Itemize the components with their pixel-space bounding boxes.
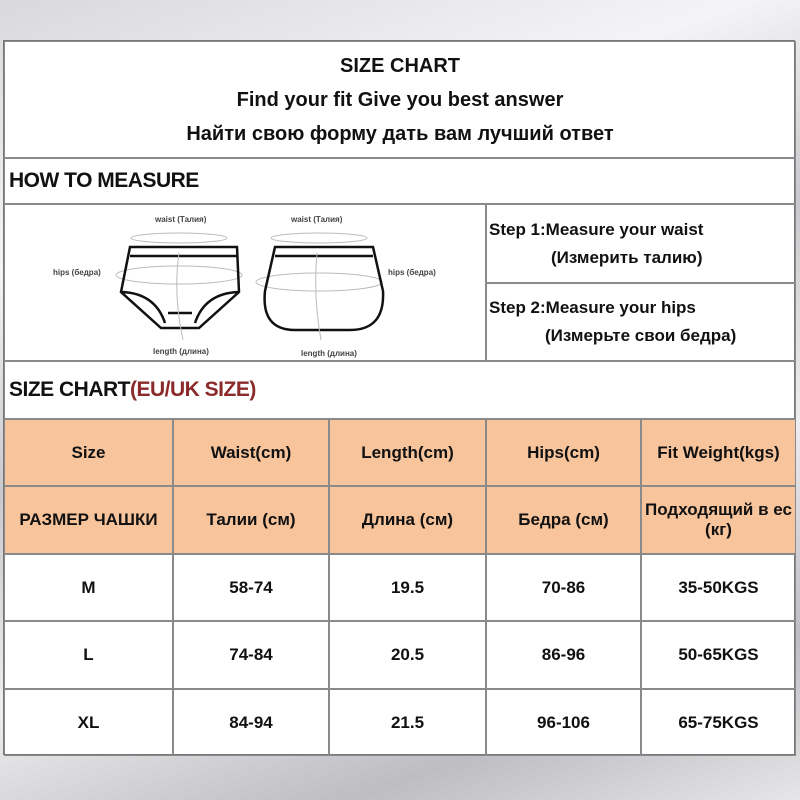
size-chart-heading: SIZE CHART (EU/UK SIZE) bbox=[4, 361, 796, 419]
subtitle-en: Find your fit Give you best answer bbox=[236, 88, 564, 111]
column-header-ru: Длина (см) bbox=[329, 486, 486, 554]
back-briefs-drawing bbox=[255, 232, 385, 341]
length-label-front: length (длина) bbox=[153, 347, 209, 356]
hips-label-back: hips (бедра) bbox=[388, 268, 436, 277]
step-2-ru: (Измерьте свои бедра) bbox=[545, 326, 737, 345]
front-briefs-drawing bbox=[115, 232, 243, 341]
table-cell: 35-50KGS bbox=[641, 554, 796, 621]
size-chart-sheet: SIZE CHART Find your fit Give you best a… bbox=[3, 40, 796, 756]
size-chart-heading-accent: (EU/UK SIZE) bbox=[130, 378, 256, 401]
column-header: Fit Weight(kgs) bbox=[641, 419, 796, 486]
column-header-ru: Подходящий в ес (кг) bbox=[641, 486, 796, 554]
how-to-measure-heading: HOW TO MEASURE bbox=[4, 158, 796, 204]
step-1-ru: (Измерить талию) bbox=[551, 247, 703, 267]
column-header: Hips(cm) bbox=[486, 419, 641, 486]
table-cell: 20.5 bbox=[329, 621, 486, 689]
step-1-text: Step 1:Measure your waist bbox=[489, 219, 704, 239]
waist-label-front: waist (Талия) bbox=[154, 215, 207, 224]
column-header-ru: Талии (см) bbox=[173, 486, 329, 554]
table-cell: M bbox=[4, 554, 173, 621]
column-header: Length(cm) bbox=[329, 419, 486, 486]
column-header-ru: Бедра (см) bbox=[486, 486, 641, 554]
table-cell: L bbox=[4, 621, 173, 689]
step-1: Step 1:Measure your waist (Измерить тали… bbox=[486, 204, 796, 283]
step-2-text: Step 2:Measure your hips bbox=[489, 298, 696, 317]
length-label-back: length (длина) bbox=[301, 349, 357, 358]
subtitle-ru: Найти свою форму дать вам лучший ответ bbox=[186, 122, 614, 145]
size-chart-heading-text: SIZE CHART bbox=[9, 378, 131, 401]
table-cell: 84-94 bbox=[173, 689, 329, 756]
table-cell: 74-84 bbox=[173, 621, 329, 689]
table-cell: 21.5 bbox=[329, 689, 486, 756]
briefs-diagram-image: waist (Талия) waist (Талия) hips (бедра)… bbox=[53, 215, 436, 358]
title: SIZE CHART bbox=[340, 54, 460, 77]
table-cell: 65-75KGS bbox=[641, 689, 796, 756]
column-header: Size bbox=[4, 419, 173, 486]
table-cell: XL bbox=[4, 689, 173, 756]
table-cell: 19.5 bbox=[329, 554, 486, 621]
measure-diagram: waist (Талия) waist (Талия) hips (бедра)… bbox=[4, 204, 486, 361]
table-cell: 86-96 bbox=[486, 621, 641, 689]
table-cell: 70-86 bbox=[486, 554, 641, 621]
waist-label-back: waist (Талия) bbox=[290, 215, 343, 224]
hips-label-front: hips (бедра) bbox=[53, 268, 101, 277]
column-header: Waist(cm) bbox=[173, 419, 329, 486]
step-2: Step 2:Measure your hips (Измерьте свои … bbox=[486, 283, 796, 361]
table-cell: 50-65KGS bbox=[641, 621, 796, 689]
title-block: SIZE CHART Find your fit Give you best a… bbox=[4, 41, 796, 158]
column-header-ru: РАЗМЕР ЧАШКИ bbox=[4, 486, 173, 554]
table-cell: 96-106 bbox=[486, 689, 641, 756]
table-cell: 58-74 bbox=[173, 554, 329, 621]
